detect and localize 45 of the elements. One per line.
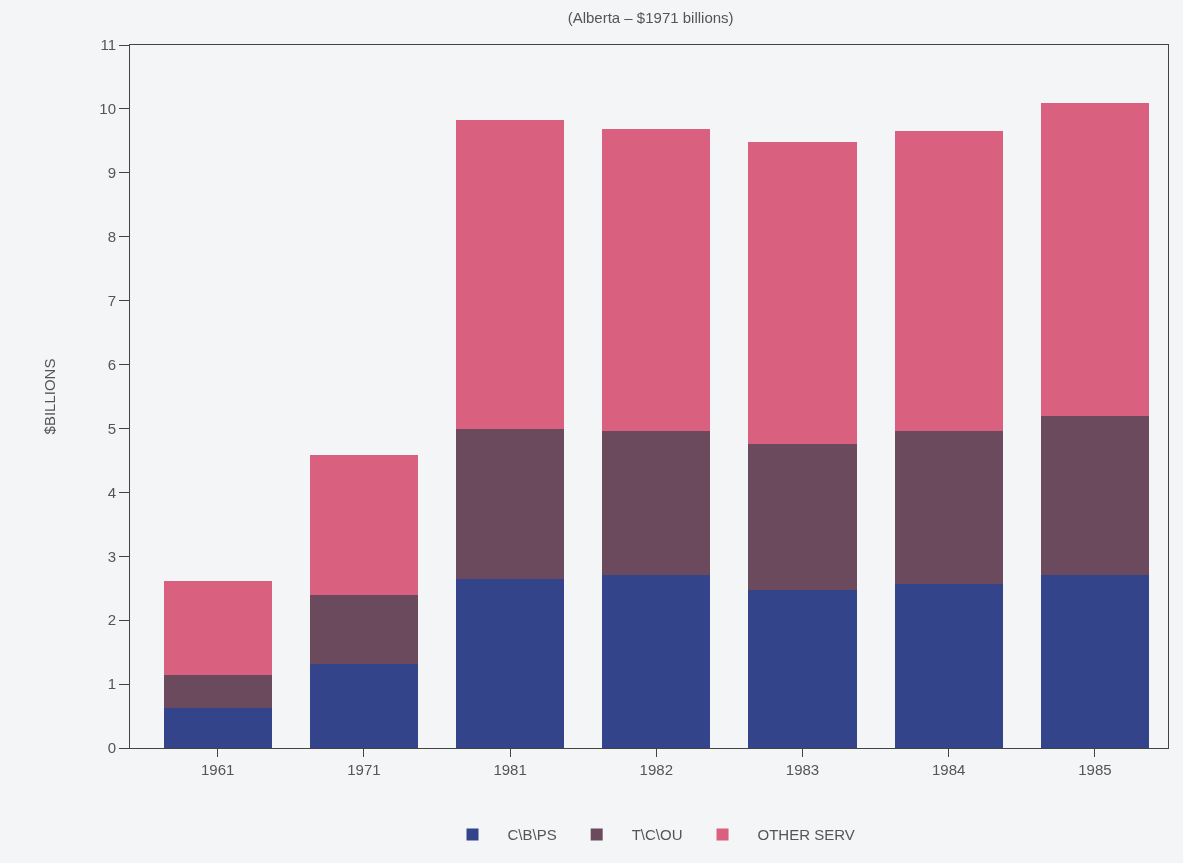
bar <box>894 431 1003 584</box>
x-tick-label: 1971 <box>347 761 381 778</box>
bar <box>1040 416 1149 576</box>
bar <box>748 142 857 445</box>
bar <box>894 130 1003 432</box>
y-tick-label: 0 <box>107 739 116 757</box>
y-tick-label: 6 <box>107 355 116 373</box>
x-tick-label: 1983 <box>785 761 820 778</box>
chart-subtitle: (Alberta – $1971 billions) <box>567 9 734 27</box>
bar <box>456 429 565 579</box>
y-tick-label: 10 <box>99 100 116 118</box>
bar <box>602 431 711 576</box>
legend-label: OTHER SERV <box>757 826 855 844</box>
bar <box>1040 575 1149 748</box>
y-tick-label: 3 <box>107 547 116 565</box>
y-axis-title: $BILLIONS <box>40 358 58 435</box>
x-tick-label: 1982 <box>639 761 673 778</box>
bar <box>894 583 1003 748</box>
y-tick-label: 5 <box>107 419 116 437</box>
bar <box>163 580 272 676</box>
y-tick-label: 8 <box>107 227 116 245</box>
bar <box>309 664 419 748</box>
bar <box>748 444 857 591</box>
bar <box>748 590 857 748</box>
x-tick-label: 1984 <box>932 761 966 778</box>
bar <box>602 575 711 748</box>
bar <box>309 454 419 596</box>
bar <box>309 595 419 665</box>
x-tick-label: 1981 <box>493 761 527 778</box>
legend-label: T\C\OU <box>631 826 683 844</box>
y-tick-label: 4 <box>107 483 116 501</box>
y-tick-label: 1 <box>107 675 116 693</box>
bar <box>602 128 711 432</box>
legend-label: C\B\PS <box>507 826 557 844</box>
y-tick-label: 9 <box>107 164 116 182</box>
y-tick-label: 11 <box>100 36 116 54</box>
y-tick-label: 2 <box>107 611 116 629</box>
x-tick-label: 1985 <box>1078 761 1112 778</box>
bar <box>456 119 565 430</box>
bar <box>456 578 565 748</box>
bar <box>163 707 272 748</box>
x-tick-label: 1961 <box>201 761 235 778</box>
y-tick-label: 7 <box>107 291 116 309</box>
bar <box>1040 103 1149 417</box>
bar <box>163 675 272 708</box>
